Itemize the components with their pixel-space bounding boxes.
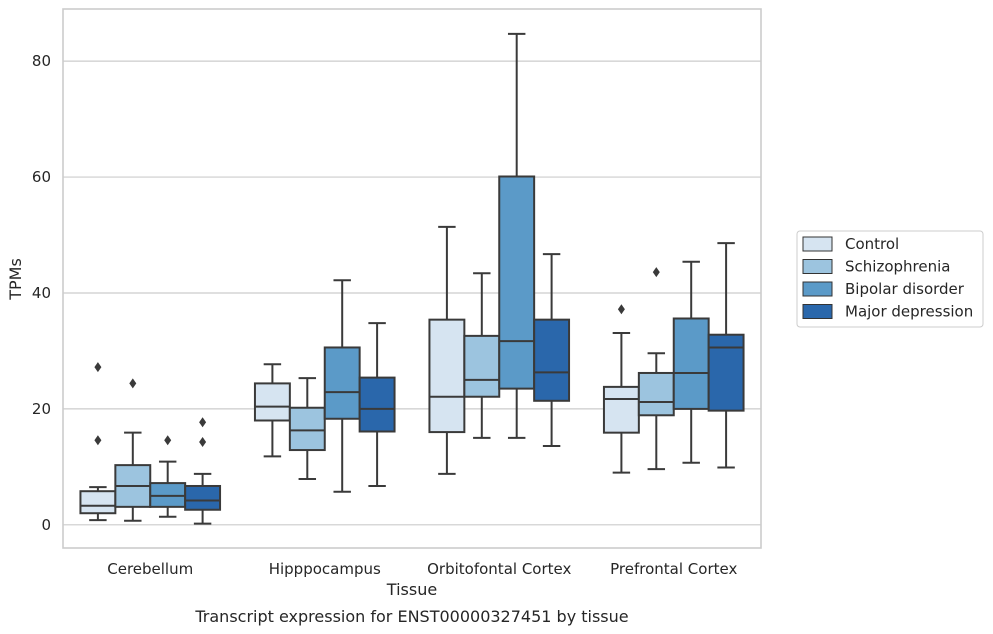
x-tick-label: Orbitofontal Cortex	[427, 560, 571, 578]
chart-caption: Transcript expression for ENST0000032745…	[194, 607, 628, 626]
box-plot	[707, 242, 745, 469]
box	[498, 175, 536, 390]
legend-label: Control	[845, 235, 899, 253]
y-tick-labels: 0 20 40 60 80	[32, 52, 51, 534]
outlier-point	[129, 378, 137, 389]
box-plot	[149, 435, 187, 518]
legend-frame	[796, 230, 984, 328]
legend-swatch	[802, 259, 833, 274]
box-plot	[463, 272, 501, 439]
y-axis-title: TPMs	[6, 258, 25, 301]
box	[463, 334, 501, 398]
y-tick-label: 20	[32, 400, 51, 418]
box-plot	[637, 267, 675, 471]
box-plot	[602, 304, 640, 474]
x-tick-label: Prefrontal Cortex	[610, 560, 737, 578]
x-tick-label: Hipppocampus	[269, 560, 381, 578]
outlier-point	[164, 435, 172, 446]
legend-swatch	[802, 304, 833, 319]
legend: Control Schizophrenia Bipolar disorder Majo…	[796, 230, 984, 328]
box	[637, 371, 675, 417]
y-tick-label: 60	[32, 168, 51, 186]
outlier-point	[199, 436, 207, 447]
box	[602, 385, 640, 434]
legend-label: Major depression	[845, 303, 973, 321]
outlier-point	[199, 417, 207, 428]
legend-swatch	[802, 236, 833, 252]
y-tick-label: 40	[32, 284, 51, 302]
box-plot	[79, 362, 117, 522]
box	[323, 346, 361, 420]
box-plot	[184, 417, 222, 525]
x-axis-title: Tissue	[386, 580, 437, 599]
box-plot	[114, 378, 152, 522]
box	[79, 490, 117, 515]
outlier-point	[94, 362, 102, 373]
box	[184, 484, 222, 511]
outlier-point	[652, 267, 660, 278]
legend-label: Bipolar disorder	[845, 280, 965, 298]
box	[533, 318, 571, 402]
legend-label: Schizophrenia	[845, 258, 950, 276]
box	[288, 406, 326, 452]
box-plot	[358, 322, 396, 487]
legend-swatch	[802, 281, 833, 297]
box-plot	[253, 363, 291, 458]
y-tick-label: 80	[32, 52, 51, 70]
outlier-point	[617, 304, 625, 315]
boxes	[79, 32, 745, 525]
box	[672, 317, 710, 410]
box-plot	[288, 377, 326, 481]
y-tick-label: 0	[41, 516, 51, 534]
box-plot	[533, 253, 571, 447]
box-plot	[498, 32, 536, 439]
box	[707, 333, 745, 412]
box	[428, 318, 466, 434]
box	[253, 382, 291, 422]
x-tick-labels: Cerebellum Hipppocampus Orbitofontal Corte…	[107, 560, 737, 578]
box-plot	[323, 279, 361, 493]
box-plot	[672, 260, 710, 464]
outlier-point	[94, 435, 102, 446]
x-tick-label: Cerebellum	[107, 560, 193, 578]
box	[358, 376, 396, 433]
plot-frame	[62, 8, 762, 549]
box-plot	[428, 225, 466, 475]
